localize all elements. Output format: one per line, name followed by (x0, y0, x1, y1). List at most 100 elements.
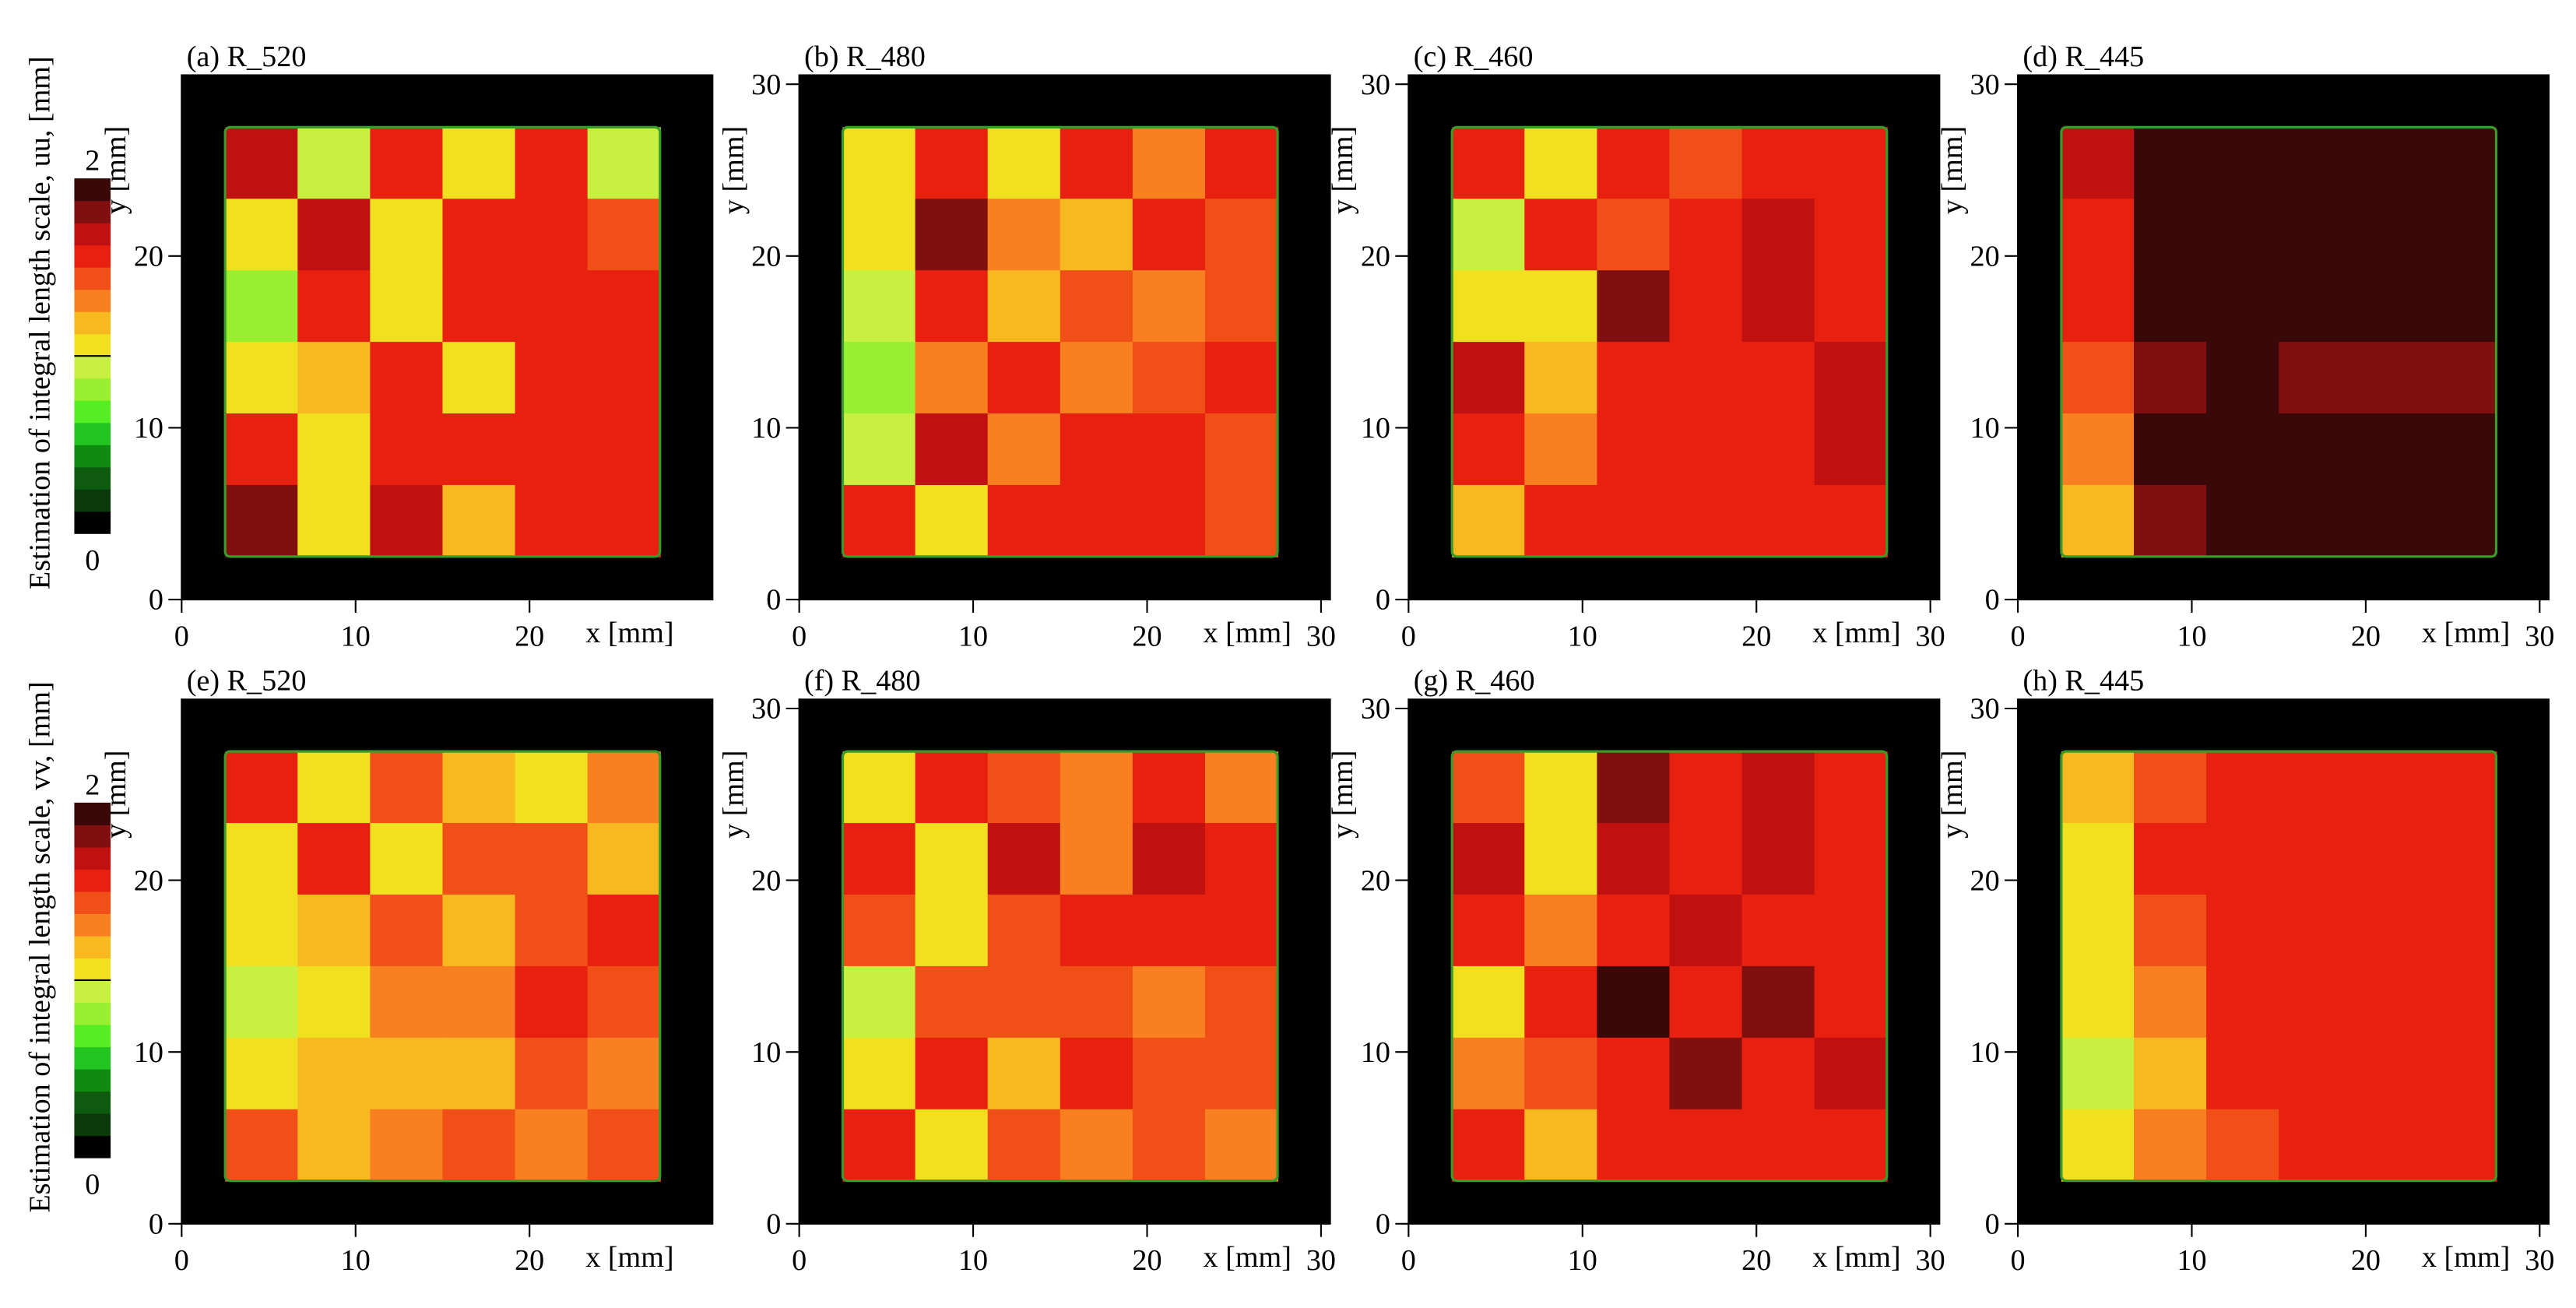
heat-cell (2423, 270, 2497, 343)
heat-cell (587, 484, 661, 557)
heat-cell (587, 1109, 661, 1182)
colorbar-band (74, 846, 111, 870)
heat-cell (225, 270, 299, 343)
y-tick-label: 0 (1985, 584, 2000, 617)
x-tick-label: 30 (1916, 620, 1945, 652)
heat-cell (1524, 1109, 1598, 1182)
heat-cell (987, 965, 1061, 1039)
heat-cell (370, 751, 444, 825)
heat-cell (1597, 894, 1671, 967)
colorbar-band (74, 311, 111, 335)
heat-cell (2423, 127, 2497, 200)
heat-cell (842, 965, 916, 1039)
heat-cell (1669, 484, 1743, 557)
y-tick-label: 30 (1361, 69, 1390, 101)
heat-cell (225, 1037, 299, 1110)
heat-cell (587, 965, 661, 1039)
panel-title: (f) R_480 (804, 665, 920, 698)
heat-cell (2206, 127, 2280, 200)
heat-cell (2206, 413, 2280, 486)
heat-cell (2279, 823, 2353, 896)
heat-cell (2134, 199, 2208, 272)
heat-cell (370, 894, 444, 967)
heat-cell (2279, 894, 2353, 967)
heat-cell (1060, 413, 1133, 486)
colorbar-band (74, 511, 111, 534)
heat-cell (1814, 413, 1888, 486)
field-outline (223, 750, 662, 1183)
colorbar-band (74, 333, 111, 357)
heat-cell (1132, 1109, 1207, 1182)
heat-cell (2351, 823, 2425, 896)
y-tick-label: 0 (149, 584, 163, 617)
heat-cell (987, 1037, 1061, 1110)
heat-cell (1597, 199, 1671, 272)
y-tick-label: 20 (1970, 864, 2000, 897)
heat-cell (2423, 751, 2497, 825)
heat-cell (1060, 894, 1133, 967)
y-tick-label: 20 (1361, 241, 1390, 273)
field-outline (223, 125, 662, 558)
heat-cell (915, 823, 989, 896)
heat-cell (2134, 270, 2208, 343)
heat-cell (297, 342, 371, 415)
heat-cell (1524, 965, 1598, 1039)
y-tick-label: 0 (766, 1208, 781, 1241)
heat-cell (1060, 965, 1133, 1039)
heat-cell (515, 1109, 589, 1182)
panel-title: (d) R_445 (2022, 40, 2144, 73)
x-tick-label: 10 (2177, 1244, 2206, 1277)
heat-cell (2279, 127, 2353, 200)
heat-cell (1204, 1037, 1279, 1110)
y-tick-label: 30 (1970, 693, 2000, 726)
heat-cell (2423, 342, 2497, 415)
colorbar-label: Estimation of integral length scale, vv,… (24, 681, 57, 1212)
heat-cell (2061, 823, 2135, 896)
x-tick-label: 30 (1916, 1244, 1945, 1277)
heat-cell (2134, 413, 2208, 486)
heat-cell (442, 894, 516, 967)
heat-cell (987, 1109, 1061, 1182)
y-axis-label: y [mm] (1327, 126, 1359, 214)
heat-cell (1452, 199, 1526, 272)
heat-cell (587, 894, 661, 967)
heat-cell (1060, 127, 1133, 200)
heat-cell (1132, 127, 1207, 200)
heat-cell (1669, 965, 1743, 1039)
heat-cell (1741, 1037, 1815, 1110)
heat-cell (370, 823, 444, 896)
colorbar-band (74, 466, 111, 490)
heat-cell (1814, 823, 1888, 896)
heat-cell (1741, 751, 1815, 825)
field-outline (2060, 125, 2498, 558)
heat-cell (2279, 1109, 2353, 1182)
heat-cell (442, 270, 516, 343)
x-tick-label: 0 (1401, 620, 1416, 652)
heat-cell (842, 413, 916, 486)
heat-cell (2279, 484, 2353, 557)
heat-cell (442, 1109, 516, 1182)
colorbar-band (74, 244, 111, 268)
heat-cell (1060, 1037, 1133, 1110)
colorbar-band (74, 869, 111, 892)
heat-cell (297, 1037, 371, 1110)
heat-cell (2351, 413, 2425, 486)
heat-cell (1524, 127, 1598, 200)
heat-cell (1132, 413, 1207, 486)
y-axis-label: y [mm] (1936, 751, 1969, 839)
heat-cell (225, 127, 299, 200)
heat-cell (987, 823, 1061, 896)
heat-cell (1597, 1109, 1671, 1182)
heat-cell (842, 823, 916, 896)
heat-cell (2423, 413, 2497, 486)
heat-cell (1524, 199, 1598, 272)
heat-cell (1452, 1037, 1526, 1110)
x-axis-label: x [mm] (585, 617, 673, 649)
heat-cell (2279, 413, 2353, 486)
heat-cell (2134, 484, 2208, 557)
heat-cell (1132, 823, 1207, 896)
heat-cell (370, 1037, 444, 1110)
x-tick-label: 10 (1568, 1244, 1597, 1277)
heat-cell (1452, 751, 1526, 825)
